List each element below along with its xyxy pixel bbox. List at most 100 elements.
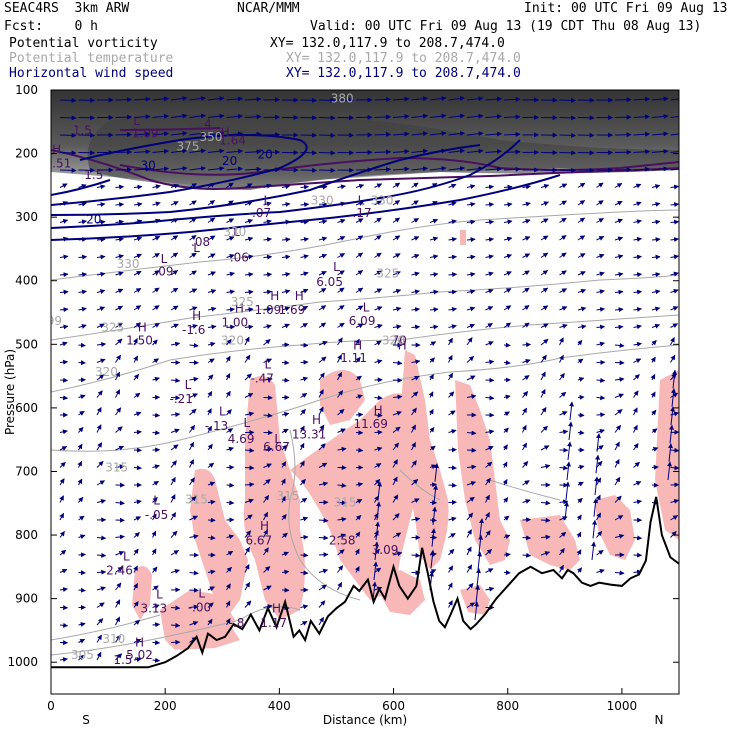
wind-arrow — [411, 271, 420, 277]
wind-arrow — [96, 602, 105, 608]
wind-arrow — [522, 305, 530, 311]
wind-arrow — [151, 513, 157, 521]
pv-label: 6.09 — [349, 314, 376, 328]
wind-arrow — [207, 306, 217, 312]
wind-arrow — [559, 531, 567, 538]
wind-arrow — [651, 237, 661, 243]
wind-arrow — [503, 394, 511, 400]
wind-arrow — [429, 357, 435, 363]
theta-label: 99 — [47, 314, 62, 328]
wind-arrow — [411, 236, 420, 241]
wind-arrow — [318, 406, 324, 416]
wind-arrow — [559, 288, 568, 293]
wind-arrow — [374, 586, 383, 592]
wind-arrow — [337, 516, 347, 522]
wind-arrow — [633, 114, 651, 120]
wind-arrow — [411, 96, 429, 102]
wind-arrow — [78, 272, 88, 278]
wind-arrow — [559, 548, 565, 556]
wind-arrow — [503, 305, 512, 311]
wind-arrow — [566, 461, 572, 481]
pv-label: L — [185, 378, 192, 392]
wind-arrow — [300, 478, 306, 486]
wind-arrow — [392, 551, 403, 557]
pv-label: 70 — [392, 333, 407, 347]
wind-arrow — [115, 202, 125, 208]
wind-arrow — [577, 217, 586, 223]
wind-arrow — [522, 253, 531, 259]
theta-label: 315 — [105, 461, 128, 475]
cloud-regions — [132, 230, 679, 650]
wind-arrow — [448, 516, 457, 522]
init-time: Init: 00 UTC Fri 09 Aug 13 — [524, 1, 728, 16]
x-axis-end-label: N — [655, 713, 664, 727]
wind-arrow — [392, 253, 401, 258]
wind-arrow — [170, 605, 181, 611]
wind-arrow — [115, 322, 123, 328]
wind-arrow — [337, 236, 346, 241]
x-axis-start-label: S — [82, 713, 90, 727]
wind-arrow — [189, 306, 198, 312]
wind-arrow — [485, 477, 491, 486]
wind-arrow — [565, 481, 571, 501]
wind-arrow — [281, 377, 290, 383]
wind-arrow — [503, 253, 513, 259]
wind-arrow — [59, 587, 69, 593]
wind-arrow — [429, 373, 434, 381]
wind-arrow — [596, 412, 606, 418]
wind-arrow — [632, 407, 638, 416]
wind-arrow — [133, 373, 139, 381]
wind-arrow — [540, 218, 549, 224]
wind-arrow — [485, 586, 495, 592]
wind-arrow — [503, 236, 513, 242]
wind-arrow — [96, 289, 106, 294]
wind-arrow — [448, 131, 466, 137]
wind-arrow — [540, 235, 549, 241]
wind-arrow — [596, 200, 604, 206]
wind-arrow — [596, 271, 605, 277]
wind-arrow — [503, 360, 511, 366]
wind-arrow — [614, 236, 624, 242]
wind-arrow — [207, 499, 216, 505]
wind-arrow — [152, 113, 170, 119]
wind-arrow — [448, 289, 458, 295]
wind-arrow — [577, 235, 586, 241]
wind-arrow — [447, 354, 453, 363]
wind-arrow — [596, 253, 605, 259]
wind-arrow — [670, 354, 676, 363]
wind-arrow — [485, 429, 495, 435]
wind-arrow — [577, 464, 585, 470]
wind-arrow — [96, 651, 102, 661]
wind-arrow — [355, 375, 362, 381]
wind-arrow — [318, 356, 327, 363]
wind-arrow — [474, 601, 480, 621]
pv-label: -.13 — [205, 419, 228, 433]
wind-arrow — [633, 324, 642, 330]
wind-arrow — [392, 442, 399, 451]
wind-arrow — [225, 373, 231, 381]
wind-label: 20 — [86, 213, 101, 227]
wind-arrow — [577, 377, 585, 382]
wind-arrow — [392, 217, 401, 223]
wind-arrow — [559, 217, 567, 223]
wind-arrow — [189, 496, 197, 503]
wind-arrow — [78, 552, 86, 558]
wind-arrow — [669, 424, 675, 444]
pv-label: H — [295, 289, 304, 303]
forecast-hour: Fcst: 0 h — [4, 19, 98, 34]
wind-arrow — [300, 288, 309, 294]
wind-arrow — [207, 235, 216, 241]
pv-label: 3.09 — [372, 543, 399, 557]
pv-label: H — [135, 635, 144, 649]
pv-label: H — [52, 143, 61, 157]
wind-arrow — [170, 166, 188, 172]
wind-arrow — [355, 531, 361, 538]
wind-arrow — [540, 406, 547, 416]
theta-label: 330 — [371, 193, 394, 207]
wind-arrow — [59, 132, 77, 138]
wind-arrow — [614, 200, 623, 206]
wind-arrow — [244, 447, 255, 453]
wind-arrow — [244, 564, 250, 573]
wind-arrow — [263, 585, 272, 591]
wind-arrow — [244, 530, 252, 538]
